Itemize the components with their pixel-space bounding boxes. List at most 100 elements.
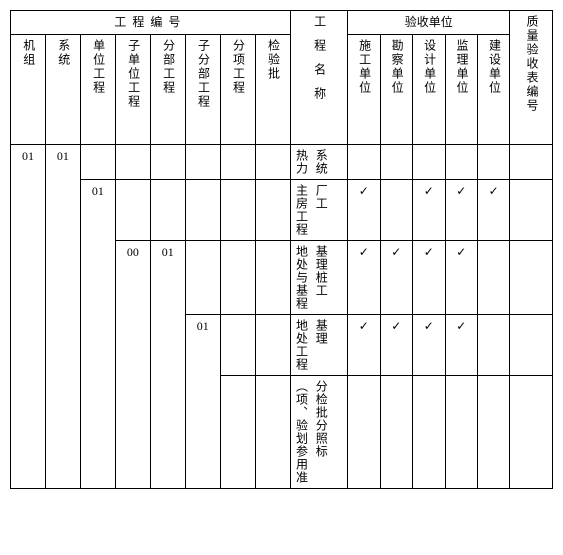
cell-last: [510, 315, 553, 376]
name-col-a: 热力: [293, 149, 310, 175]
cell-name: 主房工程 厂工: [290, 180, 347, 241]
cell-u1: [348, 145, 380, 180]
cell-c2: 01: [45, 145, 80, 489]
label: 单位工程: [90, 39, 106, 95]
name-col-b: 系统: [312, 149, 329, 175]
cell-u5: [477, 315, 509, 376]
label: 工程编号: [114, 15, 186, 29]
label: 质量验收表编号: [523, 15, 539, 113]
cell-last: [510, 241, 553, 315]
cell-u3: [413, 145, 445, 180]
cell-c6: 01: [185, 315, 220, 489]
header-project-name: 工程名称: [290, 11, 347, 145]
header-c2: 系统: [45, 35, 80, 145]
cell-u4: [445, 145, 477, 180]
cell-c5: [150, 180, 185, 241]
label: 子单位工程: [125, 39, 141, 109]
cell-last: [510, 376, 553, 489]
label: 验收单位: [405, 15, 453, 29]
header-u4: 监理单位: [445, 35, 477, 145]
cell-c8: [255, 145, 290, 180]
header-c3: 单位工程: [80, 35, 115, 145]
cell-u5: ✓: [477, 180, 509, 241]
cell-c3: 01: [80, 180, 115, 489]
cell-c7: [220, 145, 255, 180]
cell-u5: [477, 241, 509, 315]
cell-c7: [220, 315, 255, 376]
name-col-b: 基理: [312, 319, 329, 345]
cell-u4: ✓: [445, 315, 477, 376]
label: 施工单位: [356, 39, 372, 95]
header-c5: 分部工程: [150, 35, 185, 145]
cell-c4: [115, 180, 150, 241]
cell-u1: ✓: [348, 241, 380, 315]
cell-c6: [185, 145, 220, 180]
name-col-a: （项、验划参用准: [293, 380, 310, 484]
name-col-a: 地处与基程: [293, 245, 310, 310]
cell-u5: [477, 145, 509, 180]
header-u3: 设计单位: [413, 35, 445, 145]
header-c1: 机组: [11, 35, 46, 145]
cell-name: 热力 系统: [290, 145, 347, 180]
label: 分项工程: [230, 39, 246, 95]
label: 监理单位: [453, 39, 469, 95]
cell-last: [510, 180, 553, 241]
cell-c8: [255, 376, 290, 489]
name-col-a: 地处工程: [293, 319, 310, 371]
label: 设计单位: [421, 39, 437, 95]
cell-c4: 00: [115, 241, 150, 489]
header-c6: 子分部工程: [185, 35, 220, 145]
name-col-b: 分检批分照标: [312, 380, 329, 458]
cell-u4: ✓: [445, 180, 477, 241]
label: 勘察单位: [389, 39, 405, 95]
label: 建设单位: [486, 39, 502, 95]
cell-c5: 01: [150, 241, 185, 489]
cell-c7: [220, 241, 255, 315]
cell-c4: [115, 145, 150, 180]
cell-name: 地处与基程 基理桩工: [290, 241, 347, 315]
cell-u1: ✓: [348, 180, 380, 241]
label: 检验批: [265, 39, 281, 81]
header-u2: 勘察单位: [380, 35, 412, 145]
table-row: 01 01 热力 系统: [11, 145, 553, 180]
header-c7: 分项工程: [220, 35, 255, 145]
cell-c7: [220, 376, 255, 489]
label: 工程名称: [311, 15, 327, 111]
cell-c8: [255, 241, 290, 315]
name-col-b: 厂工: [312, 184, 329, 210]
cell-last: [510, 145, 553, 180]
cell-u1: [348, 376, 380, 489]
cell-u2: [380, 145, 412, 180]
cell-c6: [185, 180, 220, 241]
cell-u3: [413, 376, 445, 489]
cell-c1: 01: [11, 145, 46, 489]
cell-u3: ✓: [413, 180, 445, 241]
header-u1: 施工单位: [348, 35, 380, 145]
name-col-b: 基理桩工: [312, 245, 329, 297]
header-u5: 建设单位: [477, 35, 509, 145]
cell-c8: [255, 180, 290, 241]
table-row: 01 主房工程 厂工 ✓ ✓ ✓ ✓: [11, 180, 553, 241]
header-group-project-no: 工程编号: [11, 11, 291, 35]
cell-u3: ✓: [413, 241, 445, 315]
cell-c3: [80, 145, 115, 180]
label: 分部工程: [160, 39, 176, 95]
quality-acceptance-table: 工程编号 工程名称 验收单位 质量验收表编号 机组 系统 单位工程 子单位工程 …: [10, 10, 553, 489]
cell-c8: [255, 315, 290, 376]
cell-u2: ✓: [380, 315, 412, 376]
cell-c5: [150, 145, 185, 180]
cell-u5: [477, 376, 509, 489]
cell-u1: ✓: [348, 315, 380, 376]
cell-u2: [380, 376, 412, 489]
cell-u4: [445, 376, 477, 489]
header-c4: 子单位工程: [115, 35, 150, 145]
table-body: 01 01 热力 系统 01: [11, 145, 553, 489]
cell-c6: [185, 241, 220, 315]
header-quality-form-no: 质量验收表编号: [510, 11, 553, 145]
header-c8: 检验批: [255, 35, 290, 145]
cell-u3: ✓: [413, 315, 445, 376]
cell-u2: [380, 180, 412, 241]
cell-c7: [220, 180, 255, 241]
label: 系统: [55, 39, 71, 67]
label: 子分部工程: [195, 39, 211, 109]
